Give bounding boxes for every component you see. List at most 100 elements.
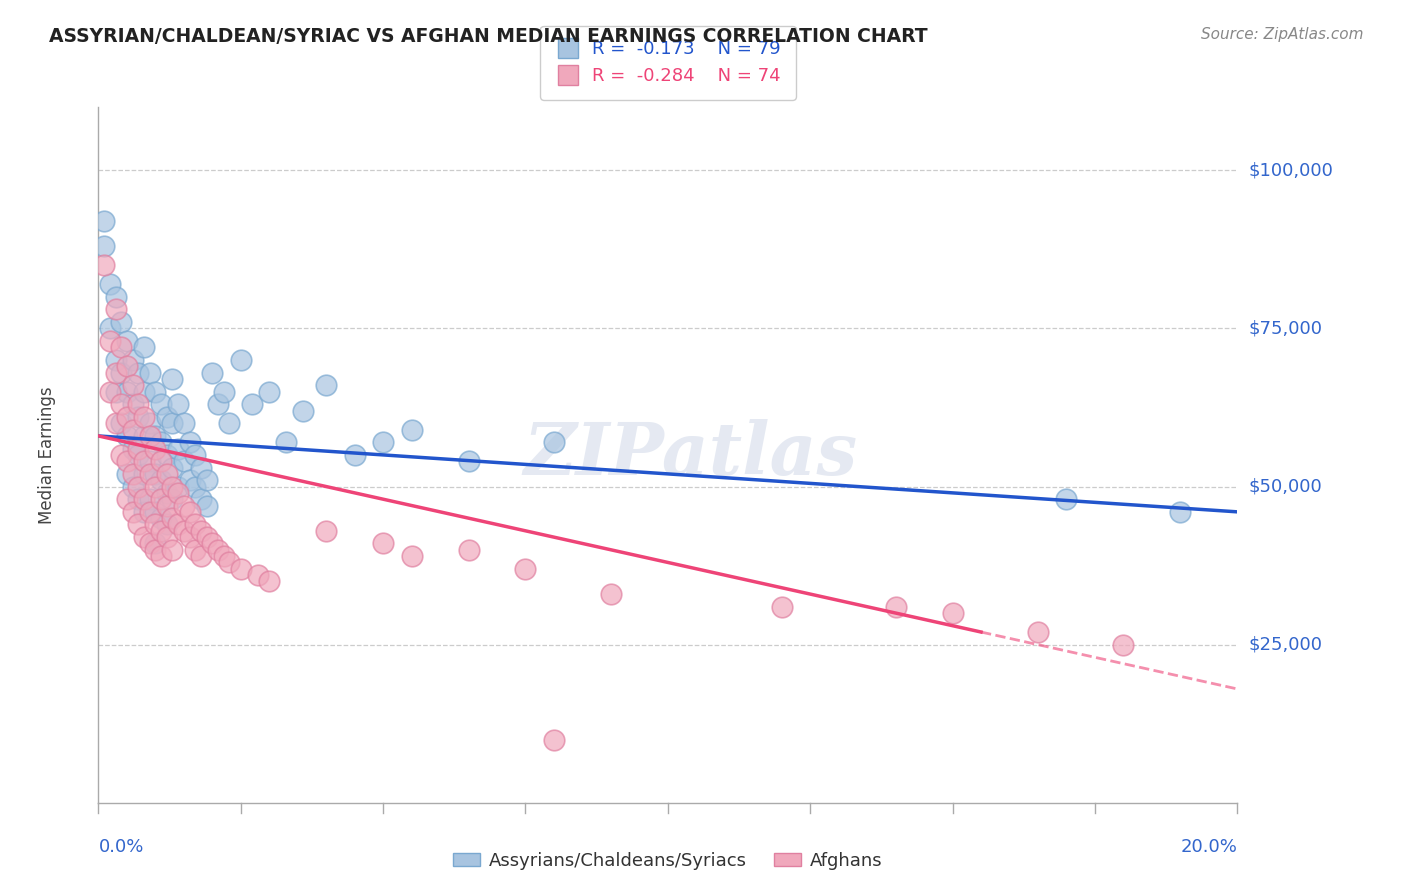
Point (543, 435, 565, 450)
Point (884, 599, 907, 614)
Point (110, 315, 132, 329)
Point (218, 417, 240, 431)
Point (138, 366, 160, 380)
Point (115, 359, 138, 374)
Point (156, 409, 179, 424)
Point (179, 505, 201, 519)
Point (138, 467, 160, 481)
Point (110, 366, 132, 380)
Point (179, 473, 201, 487)
Point (132, 384, 155, 399)
Point (207, 542, 229, 557)
Point (98, 277, 121, 292)
Point (121, 397, 143, 411)
Point (218, 556, 240, 570)
Point (132, 530, 155, 544)
Text: ZIPatlas: ZIPatlas (523, 419, 858, 491)
Legend: Assyrians/Chaldeans/Syriacs, Afghans: Assyrians/Chaldeans/Syriacs, Afghans (446, 845, 890, 877)
Point (93, 239, 115, 253)
Point (150, 524, 173, 538)
Point (127, 492, 149, 507)
Point (104, 302, 127, 317)
Point (150, 454, 173, 468)
Point (138, 505, 160, 519)
Point (121, 505, 143, 519)
Point (150, 473, 173, 487)
Point (132, 409, 155, 424)
Point (145, 442, 167, 456)
Point (115, 409, 138, 424)
Point (600, 587, 623, 601)
Point (132, 454, 155, 468)
Point (127, 409, 149, 424)
Point (162, 417, 184, 431)
Point (110, 448, 132, 462)
Point (515, 562, 537, 576)
Text: Source: ZipAtlas.com: Source: ZipAtlas.com (1201, 27, 1364, 42)
Point (190, 549, 212, 563)
Point (127, 442, 149, 456)
Point (104, 290, 127, 304)
Point (145, 467, 167, 481)
Point (184, 448, 207, 462)
Point (173, 499, 195, 513)
Point (121, 467, 143, 481)
Point (207, 397, 229, 411)
Point (127, 479, 149, 493)
Point (132, 429, 155, 443)
Point (162, 460, 184, 475)
Point (132, 340, 155, 354)
Point (246, 568, 269, 582)
Point (110, 417, 132, 431)
Point (315, 378, 337, 392)
Point (190, 460, 212, 475)
Point (179, 530, 201, 544)
Point (173, 454, 195, 468)
Point (104, 366, 127, 380)
Point (167, 486, 190, 500)
Point (190, 492, 212, 507)
Point (150, 435, 173, 450)
Point (167, 517, 190, 532)
Point (110, 340, 132, 354)
Point (150, 511, 173, 525)
Point (162, 492, 184, 507)
Point (156, 499, 179, 513)
Point (184, 479, 207, 493)
Point (127, 366, 149, 380)
Point (259, 574, 281, 589)
Point (110, 397, 132, 411)
Point (98, 334, 121, 348)
Point (115, 454, 138, 468)
Point (156, 467, 179, 481)
Point (138, 454, 160, 468)
Point (195, 530, 218, 544)
Point (156, 517, 179, 532)
Point (115, 492, 138, 507)
Point (276, 435, 298, 450)
Point (770, 599, 793, 614)
Text: $50,000: $50,000 (1249, 477, 1322, 496)
Text: $75,000: $75,000 (1249, 319, 1323, 337)
Text: Median Earnings: Median Earnings (38, 386, 56, 524)
Point (145, 505, 167, 519)
Text: 20.0%: 20.0% (1181, 838, 1237, 855)
Point (145, 536, 167, 550)
Point (240, 397, 263, 411)
Point (145, 517, 167, 532)
Point (127, 517, 149, 532)
Point (150, 492, 173, 507)
Point (98, 384, 121, 399)
Point (195, 499, 218, 513)
Point (132, 492, 155, 507)
Text: 0.0%: 0.0% (98, 838, 143, 855)
Point (543, 732, 565, 747)
Point (150, 549, 173, 563)
Point (121, 442, 143, 456)
Point (373, 435, 395, 450)
Point (127, 397, 149, 411)
Point (156, 448, 179, 462)
Point (401, 549, 423, 563)
Point (162, 542, 184, 557)
Point (229, 353, 252, 368)
